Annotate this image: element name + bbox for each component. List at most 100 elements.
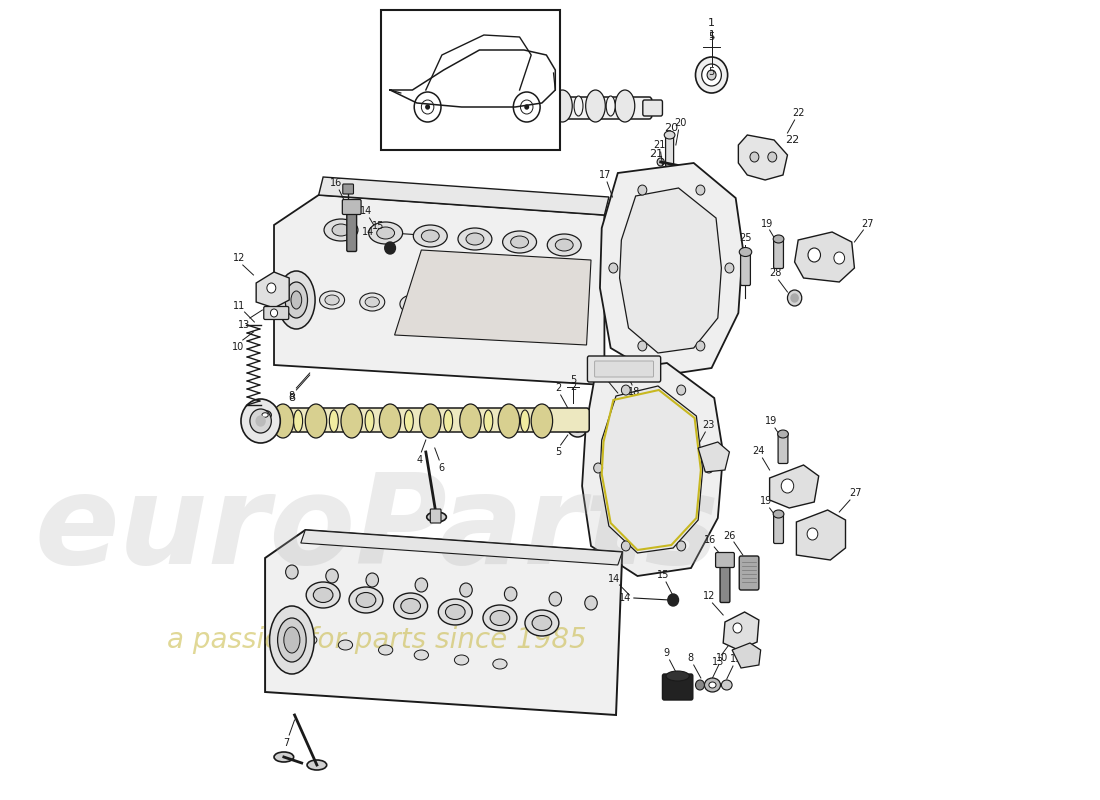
Text: a passion for parts since 1985: a passion for parts since 1985 bbox=[167, 626, 586, 654]
Text: 12: 12 bbox=[703, 591, 715, 601]
Circle shape bbox=[241, 399, 280, 443]
Ellipse shape bbox=[332, 224, 350, 236]
Circle shape bbox=[676, 541, 685, 551]
Circle shape bbox=[286, 565, 298, 579]
Ellipse shape bbox=[302, 635, 317, 645]
Ellipse shape bbox=[574, 96, 583, 116]
Circle shape bbox=[788, 290, 802, 306]
Circle shape bbox=[256, 416, 265, 426]
Ellipse shape bbox=[419, 404, 441, 438]
Text: 20: 20 bbox=[674, 118, 686, 128]
Ellipse shape bbox=[540, 96, 549, 116]
Ellipse shape bbox=[427, 512, 447, 522]
Polygon shape bbox=[600, 163, 742, 376]
Text: 7: 7 bbox=[284, 738, 289, 748]
Text: 8: 8 bbox=[288, 391, 294, 401]
Circle shape bbox=[696, 341, 705, 351]
Text: 15: 15 bbox=[372, 221, 385, 231]
Ellipse shape bbox=[306, 404, 327, 438]
Text: 27: 27 bbox=[849, 488, 861, 498]
Ellipse shape bbox=[556, 239, 573, 251]
Ellipse shape bbox=[722, 680, 733, 690]
Text: 5: 5 bbox=[554, 447, 561, 457]
Ellipse shape bbox=[531, 404, 552, 438]
Text: 1: 1 bbox=[708, 30, 715, 40]
Ellipse shape bbox=[339, 640, 353, 650]
FancyBboxPatch shape bbox=[346, 209, 356, 251]
Ellipse shape bbox=[262, 413, 268, 418]
FancyBboxPatch shape bbox=[430, 509, 441, 523]
Ellipse shape bbox=[707, 70, 716, 80]
Text: 28: 28 bbox=[769, 268, 781, 278]
FancyBboxPatch shape bbox=[343, 184, 353, 194]
Polygon shape bbox=[395, 250, 591, 345]
Text: 17: 17 bbox=[600, 170, 612, 180]
Ellipse shape bbox=[498, 404, 519, 438]
Ellipse shape bbox=[510, 236, 528, 248]
Circle shape bbox=[549, 592, 561, 606]
FancyBboxPatch shape bbox=[666, 134, 673, 166]
Ellipse shape bbox=[376, 227, 395, 239]
Text: 19: 19 bbox=[766, 416, 778, 426]
Ellipse shape bbox=[277, 618, 306, 662]
FancyBboxPatch shape bbox=[716, 553, 735, 567]
Ellipse shape bbox=[773, 235, 784, 243]
Polygon shape bbox=[619, 188, 722, 353]
FancyBboxPatch shape bbox=[773, 238, 783, 269]
Text: 23: 23 bbox=[703, 420, 715, 430]
Ellipse shape bbox=[414, 225, 448, 247]
Text: 25: 25 bbox=[739, 233, 751, 243]
Circle shape bbox=[791, 294, 799, 302]
Circle shape bbox=[426, 105, 429, 109]
Polygon shape bbox=[319, 177, 609, 215]
FancyBboxPatch shape bbox=[778, 433, 788, 463]
Ellipse shape bbox=[415, 650, 429, 660]
Ellipse shape bbox=[320, 291, 344, 309]
Ellipse shape bbox=[324, 295, 339, 305]
Ellipse shape bbox=[484, 410, 493, 432]
Polygon shape bbox=[794, 232, 855, 282]
Ellipse shape bbox=[378, 645, 393, 655]
Polygon shape bbox=[738, 135, 788, 180]
Ellipse shape bbox=[704, 678, 720, 692]
Ellipse shape bbox=[695, 57, 727, 93]
Ellipse shape bbox=[400, 598, 420, 614]
Ellipse shape bbox=[525, 610, 559, 636]
Ellipse shape bbox=[446, 301, 460, 311]
Ellipse shape bbox=[405, 299, 419, 309]
FancyBboxPatch shape bbox=[264, 306, 289, 319]
FancyBboxPatch shape bbox=[642, 100, 662, 116]
Ellipse shape bbox=[526, 305, 540, 315]
Text: 1: 1 bbox=[708, 18, 715, 28]
Ellipse shape bbox=[566, 307, 581, 317]
Text: 9: 9 bbox=[246, 422, 252, 432]
Ellipse shape bbox=[368, 222, 403, 244]
Ellipse shape bbox=[306, 582, 340, 608]
Polygon shape bbox=[265, 530, 623, 715]
Text: 9: 9 bbox=[663, 648, 669, 658]
Ellipse shape bbox=[405, 410, 414, 432]
Text: 12: 12 bbox=[233, 253, 245, 263]
Ellipse shape bbox=[285, 282, 308, 318]
Circle shape bbox=[460, 583, 472, 597]
Circle shape bbox=[609, 263, 618, 273]
Circle shape bbox=[271, 309, 277, 317]
FancyBboxPatch shape bbox=[252, 408, 590, 432]
Circle shape bbox=[326, 569, 339, 583]
Polygon shape bbox=[300, 530, 623, 565]
Ellipse shape bbox=[394, 593, 428, 619]
Text: 13: 13 bbox=[712, 657, 724, 667]
Ellipse shape bbox=[442, 96, 451, 116]
Polygon shape bbox=[256, 272, 289, 308]
Circle shape bbox=[695, 680, 704, 690]
FancyBboxPatch shape bbox=[720, 562, 730, 602]
Ellipse shape bbox=[443, 410, 452, 432]
Text: 21: 21 bbox=[649, 149, 663, 159]
Ellipse shape bbox=[702, 64, 722, 86]
Text: 14: 14 bbox=[362, 227, 374, 237]
Ellipse shape bbox=[460, 404, 481, 438]
Circle shape bbox=[267, 283, 276, 293]
Circle shape bbox=[725, 263, 734, 273]
Circle shape bbox=[808, 248, 821, 262]
Text: 15: 15 bbox=[657, 570, 670, 580]
